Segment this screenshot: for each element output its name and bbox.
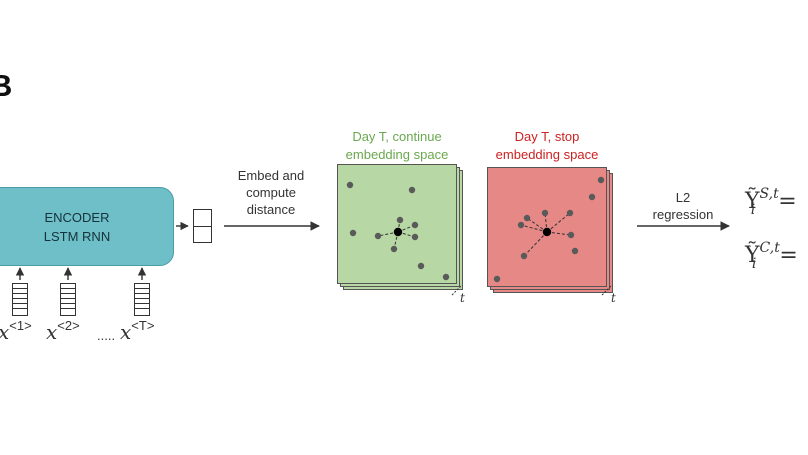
regression-label: L2 regression	[652, 190, 714, 222]
stop-space-title: Day T, stop embedding space	[495, 129, 599, 162]
input-sequence-1	[12, 283, 28, 316]
encoder-title: ENCODER	[44, 209, 110, 225]
encoder-block: ENCODER LSTM RNN	[0, 187, 174, 266]
embedding-vector	[193, 209, 212, 243]
continue-space-points	[346, 181, 450, 281]
input-sequence-3	[134, 283, 150, 316]
stop-space-sheet	[487, 167, 607, 287]
continue-space-sheet	[337, 164, 457, 284]
input-label-3: x<T>	[120, 318, 155, 344]
stop-time-label: t	[611, 291, 616, 305]
output-stop: ỸS,ti =	[745, 186, 797, 218]
continue-time-axis	[451, 284, 463, 296]
output-continue: ỸC,ti =	[745, 240, 798, 272]
input-label-2: x<2>	[46, 318, 80, 344]
continue-time-label: t	[460, 291, 465, 305]
input-ellipsis: .....	[97, 328, 116, 343]
stop-time-axis	[601, 284, 613, 296]
input-sequence-2	[60, 283, 76, 316]
stop-space-points	[493, 176, 605, 283]
panel-label: B	[0, 68, 13, 103]
continue-space-title: Day T, continue embedding space	[345, 129, 449, 162]
input-label-1: x<1>	[0, 318, 32, 344]
encoder-subtitle: LSTM RNN	[43, 228, 111, 244]
embed-label: Embed and compute distance	[237, 168, 305, 217]
